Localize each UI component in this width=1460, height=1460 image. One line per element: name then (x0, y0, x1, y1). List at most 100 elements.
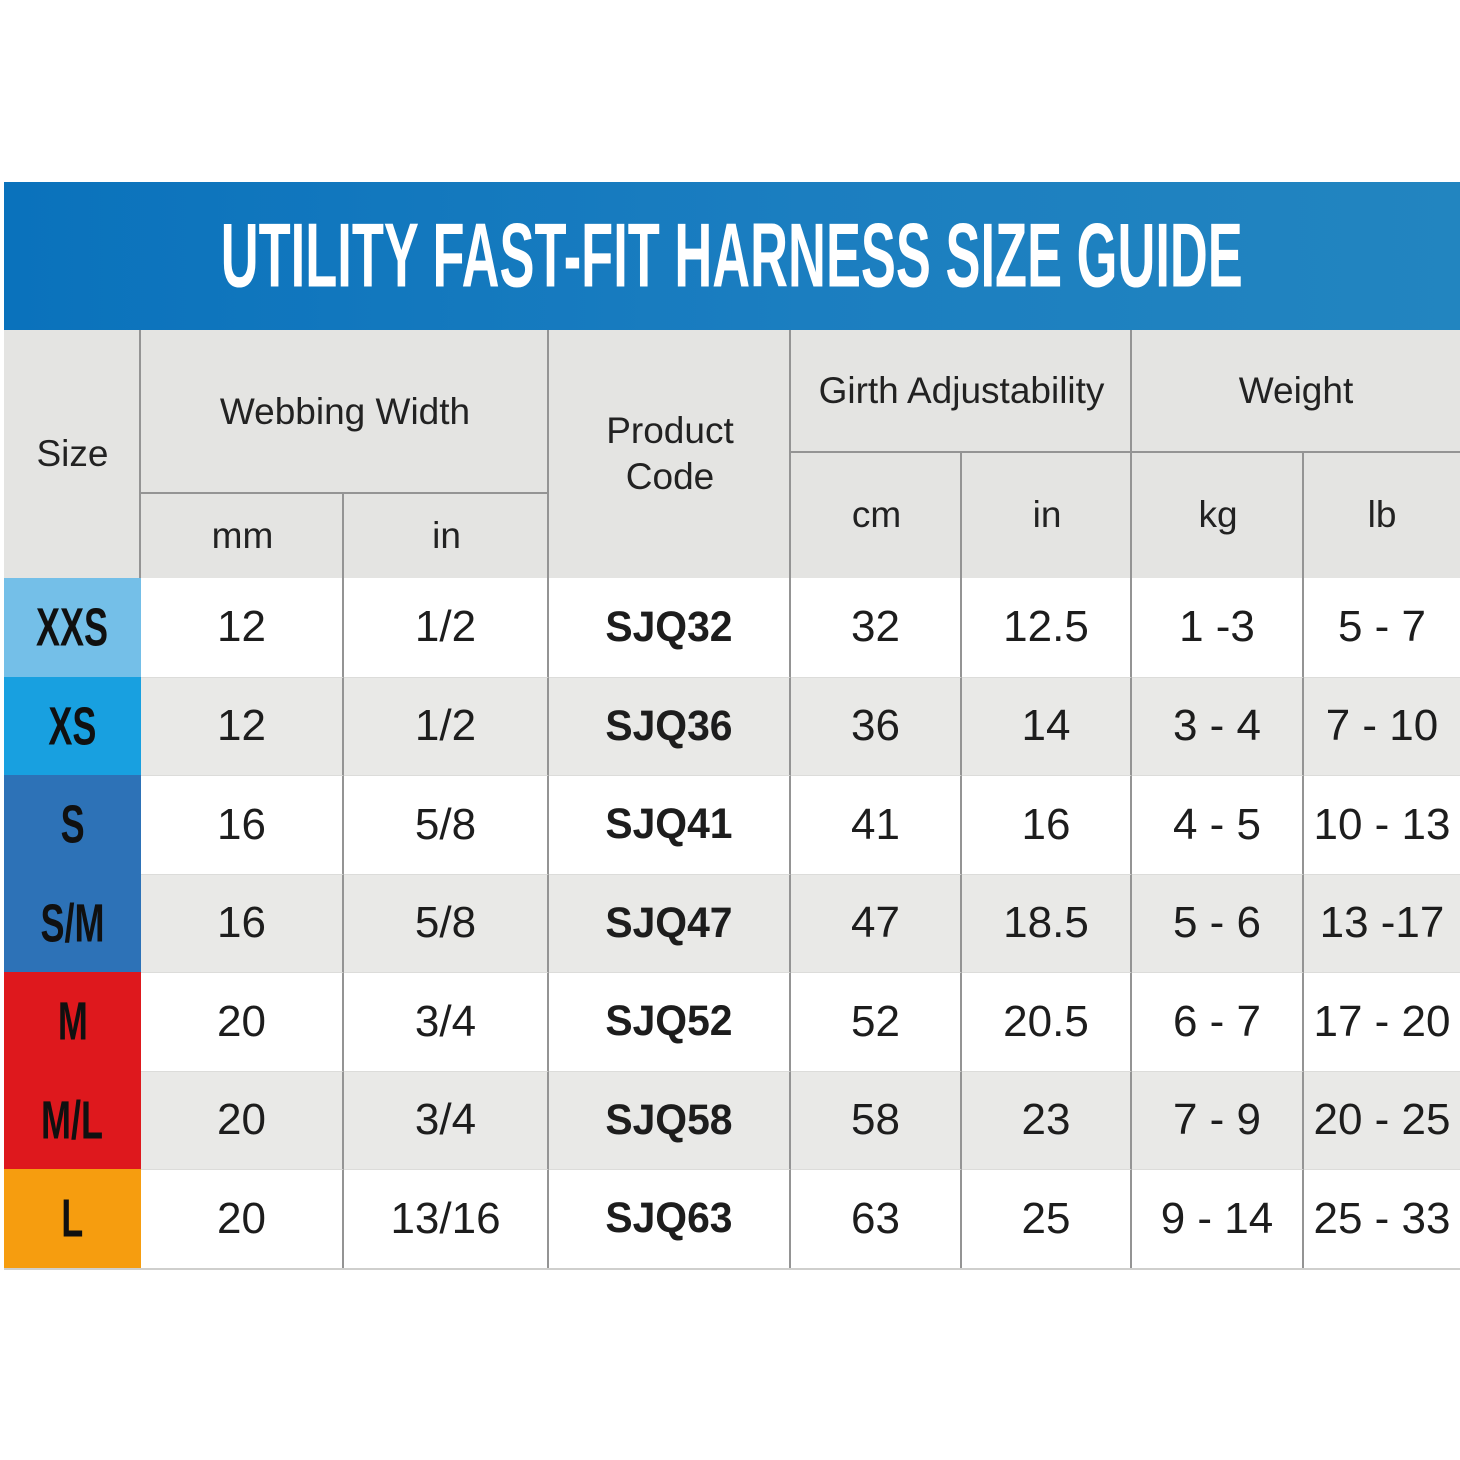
product-code-label: SJQ47 (605, 898, 733, 947)
table-header: Size Webbing Width mm in Product Code Gi… (4, 330, 1460, 578)
grid-line (791, 451, 1460, 453)
column-header-webbing-mm: mm (211, 514, 274, 556)
product-code-label: SJQ41 (605, 800, 733, 849)
girth-in-cell: 14 (962, 676, 1132, 775)
size-cell: M (4, 972, 141, 1071)
grid-line (139, 330, 141, 578)
product-code-cell: SJQ52 (549, 972, 791, 1071)
product-code-cell: SJQ63 (549, 1169, 791, 1268)
table-row: L 20 13/16 SJQ63 63 25 9 - 14 25 - 33 (4, 1169, 1460, 1268)
product-code-cell: SJQ47 (549, 873, 791, 972)
page-title: UTILITY FAST-FIT HARNESS SIZE GUIDE (220, 204, 1244, 307)
size-cell: S/M (4, 873, 141, 972)
column-group-weight: Weight (1238, 370, 1354, 412)
girth-in-cell: 12.5 (962, 578, 1132, 677)
column-header-girth-cm: cm (851, 494, 902, 536)
size-label: M (57, 991, 88, 1052)
girth-cm-cell: 58 (791, 1070, 962, 1169)
column-header-weight-lb: lb (1367, 494, 1397, 536)
column-header-size: Size (36, 432, 109, 474)
grid-line (1130, 330, 1132, 578)
product-code-label: SJQ32 (605, 602, 733, 651)
size-label: XS (48, 695, 97, 756)
table-row: M/L 20 3/4 SJQ58 58 23 7 - 9 20 - 25 (4, 1070, 1460, 1170)
grid-line (141, 492, 549, 494)
webbing-mm-cell: 12 (141, 676, 344, 775)
webbing-in-cell: 1/2 (344, 676, 549, 775)
weight-kg-cell: 7 - 9 (1132, 1070, 1304, 1169)
table-row: M 20 3/4 SJQ52 52 20.5 6 - 7 17 - 20 (4, 972, 1460, 1071)
girth-in-cell: 16 (962, 775, 1132, 874)
weight-kg-cell: 9 - 14 (1132, 1169, 1304, 1268)
table-row: S 16 5/8 SJQ41 41 16 4 - 5 10 - 13 (4, 775, 1460, 874)
weight-lb-cell: 13 -17 (1304, 873, 1460, 973)
grid-line (960, 453, 962, 578)
weight-lb-cell: 7 - 10 (1304, 676, 1460, 776)
girth-in-cell: 25 (962, 1169, 1132, 1268)
webbing-in-cell: 3/4 (344, 972, 549, 1071)
column-header-webbing-in: in (432, 514, 461, 556)
weight-lb-cell: 20 - 25 (1304, 1070, 1460, 1170)
column-header-product-code: Product Code (606, 409, 734, 497)
weight-kg-cell: 4 - 5 (1132, 775, 1304, 874)
grid-line (547, 330, 549, 578)
column-header-girth-in: in (1032, 494, 1062, 536)
webbing-in-cell: 5/8 (344, 775, 549, 874)
table-row: XXS 12 1/2 SJQ32 32 12.5 1 -3 5 - 7 (4, 578, 1460, 677)
title-banner: UTILITY FAST-FIT HARNESS SIZE GUIDE (4, 182, 1460, 330)
girth-cm-cell: 41 (791, 775, 962, 874)
weight-lb-cell: 25 - 33 (1304, 1169, 1460, 1268)
girth-cm-cell: 47 (791, 873, 962, 972)
size-cell: L (4, 1169, 141, 1268)
webbing-in-cell: 1/2 (344, 578, 549, 677)
weight-kg-cell: 1 -3 (1132, 578, 1304, 677)
webbing-mm-cell: 20 (141, 1070, 344, 1169)
grid-line (342, 494, 344, 578)
weight-kg-cell: 3 - 4 (1132, 676, 1304, 775)
webbing-in-cell: 3/4 (344, 1070, 549, 1169)
webbing-mm-cell: 12 (141, 578, 344, 677)
product-code-label: SJQ63 (605, 1194, 733, 1243)
product-code-cell: SJQ32 (549, 578, 791, 677)
webbing-mm-cell: 20 (141, 972, 344, 1071)
column-group-girth-adjustability: Girth Adjustability (818, 370, 1105, 412)
webbing-in-cell: 5/8 (344, 873, 549, 972)
webbing-mm-cell: 16 (141, 873, 344, 972)
weight-lb-cell: 5 - 7 (1337, 602, 1427, 652)
product-code-label: SJQ36 (605, 701, 733, 750)
weight-kg-cell: 6 - 7 (1132, 972, 1304, 1071)
girth-cm-cell: 32 (791, 578, 962, 677)
weight-kg-cell: 5 - 6 (1132, 873, 1304, 972)
girth-in-cell: 20.5 (962, 972, 1132, 1071)
table-row: S/M 16 5/8 SJQ47 47 18.5 5 - 6 13 -17 (4, 873, 1460, 973)
webbing-mm-cell: 16 (141, 775, 344, 874)
column-group-webbing-width: Webbing Width (219, 390, 471, 432)
weight-lb-cell: 10 - 13 (1304, 775, 1460, 874)
girth-cm-cell: 36 (791, 676, 962, 775)
size-cell: XS (4, 676, 141, 775)
girth-in-cell: 23 (962, 1070, 1132, 1169)
product-code-cell: SJQ36 (549, 676, 791, 775)
column-header-weight-kg: kg (1198, 494, 1238, 536)
product-code-label: SJQ58 (605, 1095, 733, 1144)
girth-cm-cell: 52 (791, 972, 962, 1071)
size-label: M/L (41, 1089, 104, 1150)
size-cell: M/L (4, 1070, 141, 1169)
size-label: S (60, 794, 85, 855)
grid-line (789, 330, 791, 578)
product-code-cell: SJQ58 (549, 1070, 791, 1169)
weight-lb-cell: 17 - 20 (1304, 972, 1460, 1071)
size-cell: XXS (4, 578, 141, 677)
webbing-in-cell: 13/16 (344, 1169, 549, 1268)
girth-in-cell: 18.5 (962, 873, 1132, 972)
size-label: S/M (40, 892, 105, 953)
product-code-label: SJQ52 (605, 997, 733, 1046)
product-code-cell: SJQ41 (549, 775, 791, 874)
grid-line (1302, 453, 1304, 578)
size-cell: S (4, 775, 141, 874)
size-label: L (61, 1188, 84, 1249)
size-label: XXS (36, 597, 109, 658)
size-table: XXS 12 1/2 SJQ32 32 12.5 1 -3 5 - 7 XS 12 1/2 SJQ36… (4, 578, 1460, 1270)
